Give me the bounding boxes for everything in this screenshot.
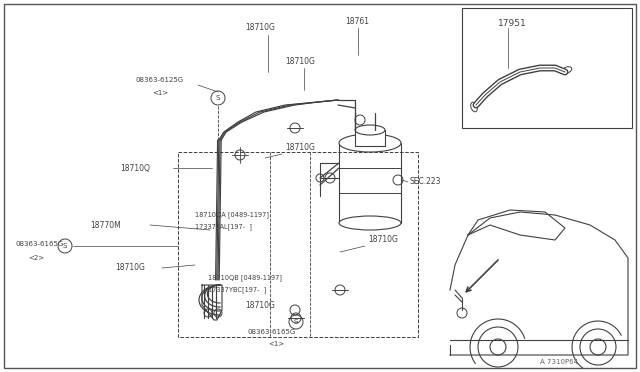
Text: 18710G: 18710G [115,263,145,273]
Text: 18710G: 18710G [285,58,315,67]
Text: 18710QA [0489-1197]: 18710QA [0489-1197] [195,212,269,218]
Text: <1>: <1> [268,341,284,347]
Bar [462,8,632,128]
Text: <2>: <2> [28,255,44,261]
Text: SEC.223: SEC.223 [410,177,442,186]
Text: 18770M: 18770M [90,221,121,230]
Circle shape [492,87,493,90]
Text: 18710G: 18710G [245,23,275,32]
Circle shape [479,99,482,101]
Text: 08363-6165G: 08363-6165G [15,241,63,247]
Text: 18710G: 18710G [368,235,398,244]
Text: 18761: 18761 [345,17,369,26]
Text: A 7310P64: A 7310P64 [540,359,578,365]
Ellipse shape [355,125,385,135]
Text: 08363-6165G: 08363-6165G [248,329,296,335]
Text: S: S [294,319,298,325]
Bar [339,143,401,223]
Ellipse shape [339,134,401,152]
Text: 18710G: 18710G [245,301,275,310]
Text: S: S [63,243,67,249]
Circle shape [529,69,531,71]
Text: 08363-6125G: 08363-6125G [136,77,184,83]
Ellipse shape [339,216,401,230]
Text: 18710Q: 18710Q [120,164,150,173]
Text: <1>: <1> [152,90,168,96]
Ellipse shape [470,102,477,112]
Text: 17337YAL[197-  ]: 17337YAL[197- ] [195,224,252,230]
Text: 18710QB [0489-1197]: 18710QB [0489-1197] [208,275,282,281]
Circle shape [509,76,511,78]
Circle shape [559,69,561,71]
Bar [178,152,418,337]
Text: S: S [216,95,220,101]
Text: 18710G: 18710G [285,144,315,153]
Text: 17951: 17951 [498,19,527,29]
Text: 17337YBC[197-  ]: 17337YBC[197- ] [208,286,266,294]
Circle shape [547,67,548,69]
Ellipse shape [562,67,572,73]
Bar [355,130,385,146]
